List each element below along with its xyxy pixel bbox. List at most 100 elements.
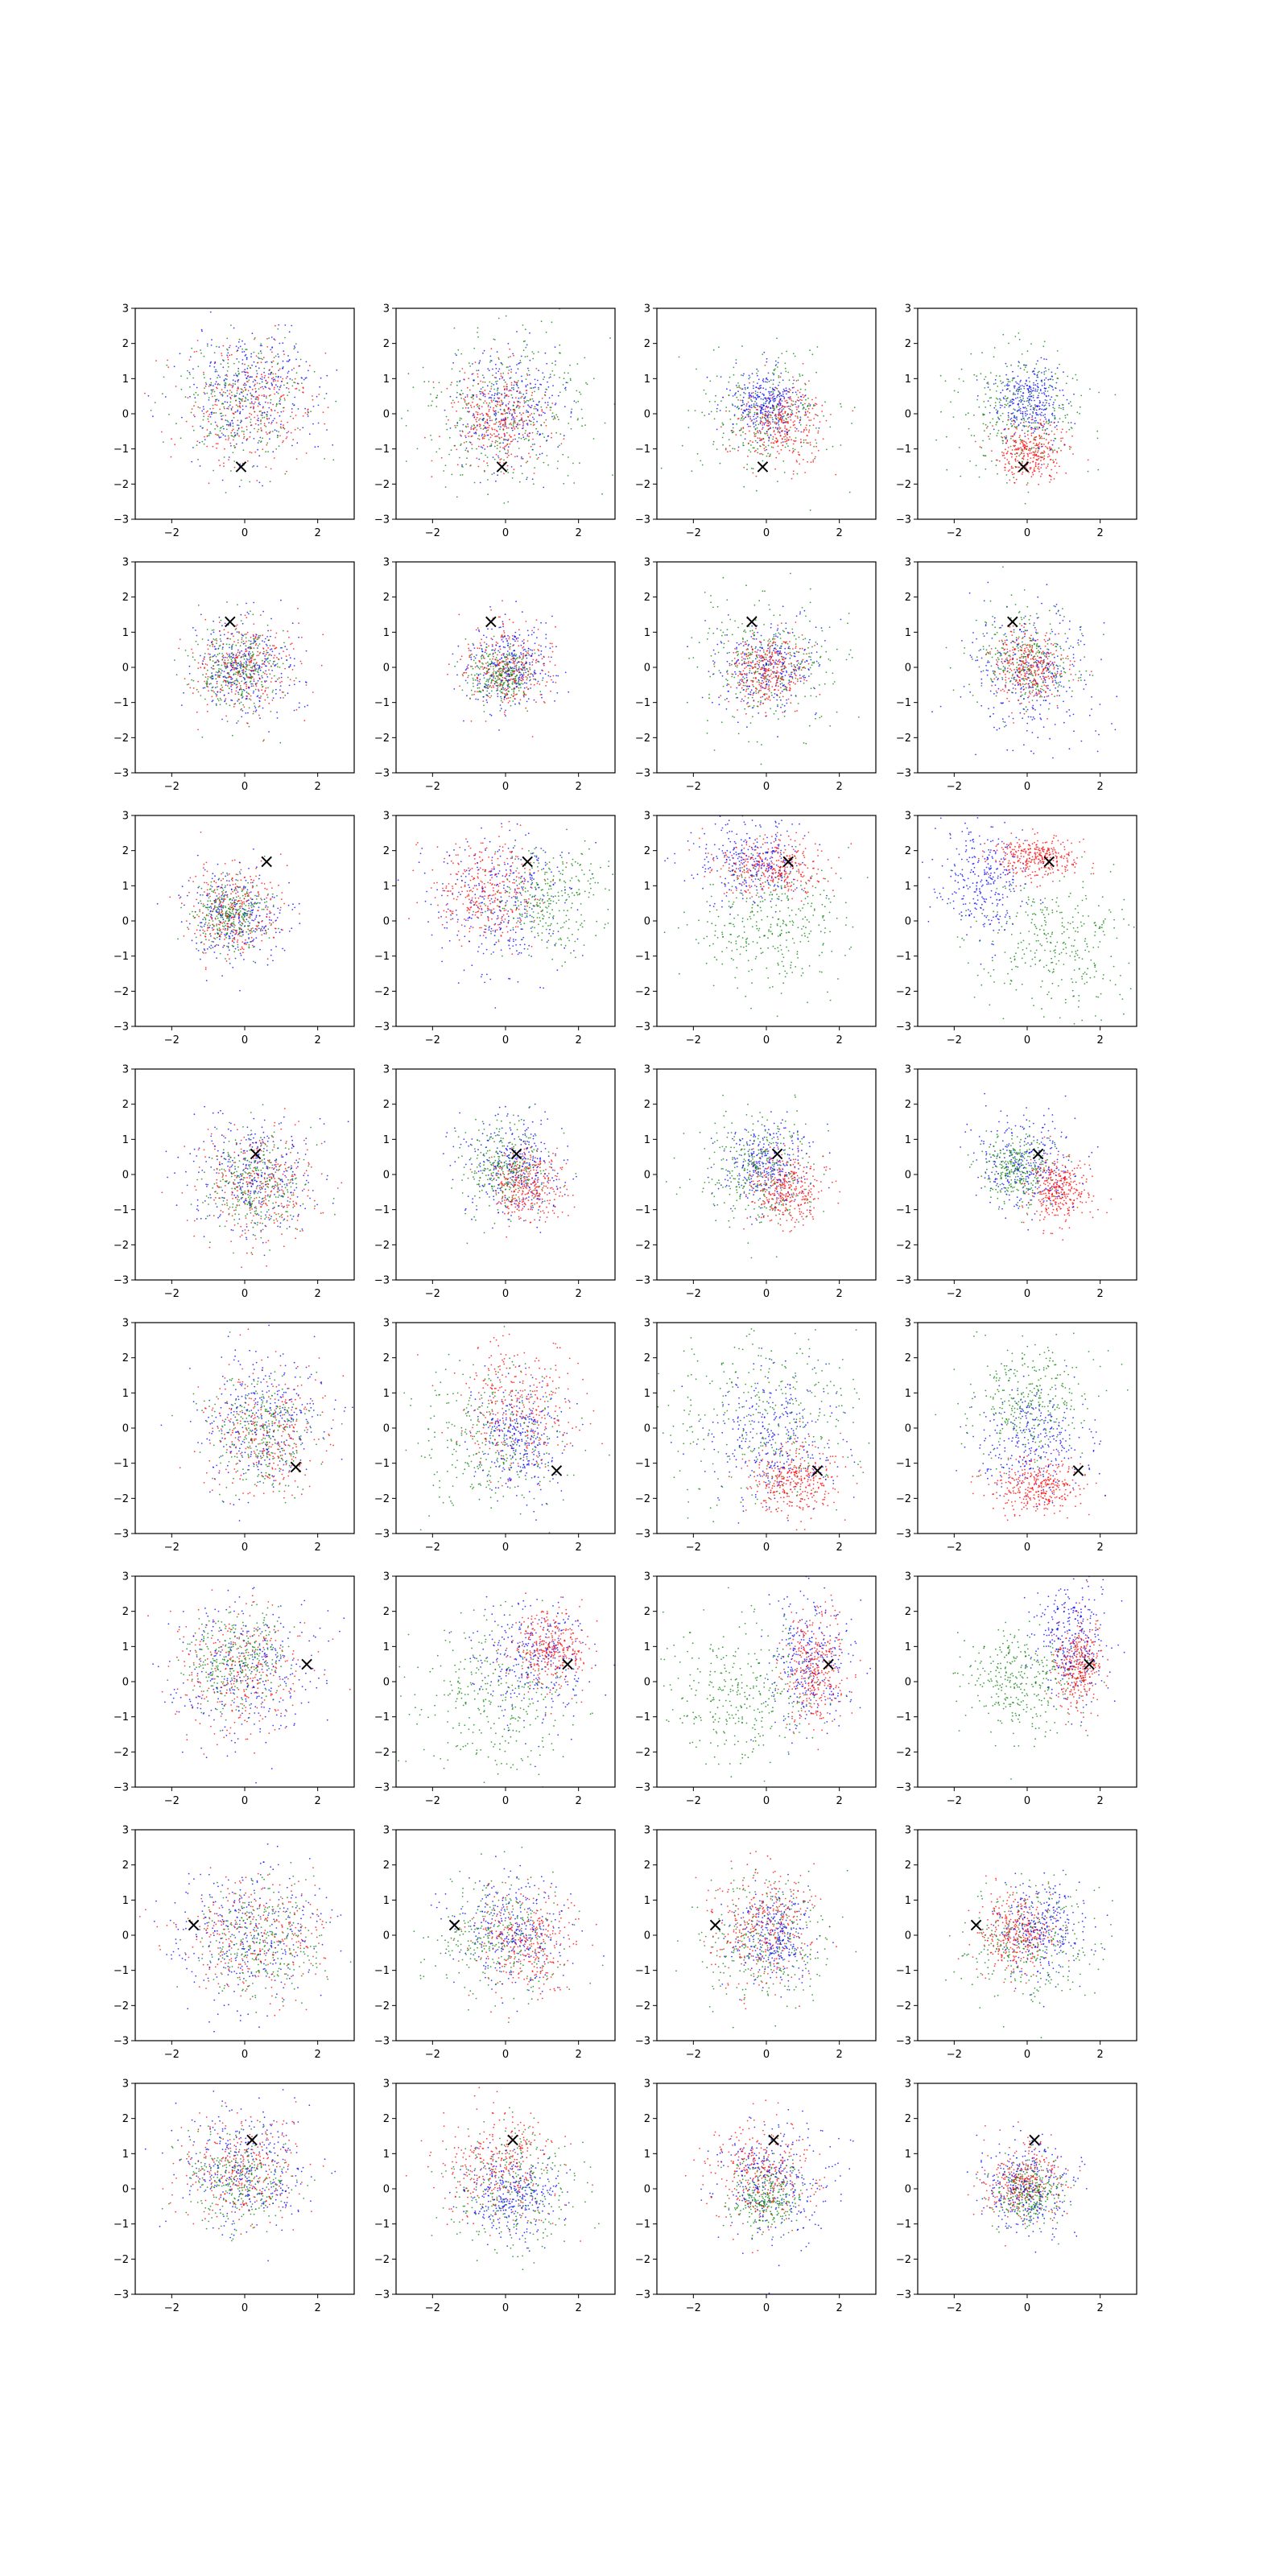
scatter-point — [782, 405, 783, 407]
scatter-point — [230, 685, 232, 687]
scatter-point — [261, 689, 263, 691]
scatter-point — [970, 435, 972, 436]
scatter-point — [510, 436, 512, 438]
scatter-point — [516, 364, 518, 365]
scatter-point — [214, 370, 217, 373]
scatter-point — [996, 421, 998, 423]
scatter-point — [271, 670, 273, 671]
scatter-point — [266, 696, 269, 699]
scatter-point — [530, 423, 532, 426]
scatter-point — [265, 687, 267, 689]
scatter-point — [225, 378, 227, 380]
scatter-point — [1057, 378, 1059, 380]
scatter-point — [256, 682, 258, 684]
scatter-point — [957, 391, 960, 394]
scatter-point — [764, 449, 766, 452]
scatter-point — [1065, 382, 1067, 385]
scatter-point — [497, 357, 500, 359]
scatter-point — [772, 421, 774, 423]
scatter-point — [542, 432, 543, 435]
scatter-point — [241, 391, 243, 394]
scatter-point — [516, 331, 518, 332]
scatter-point — [276, 712, 278, 713]
scatter-point — [267, 373, 270, 375]
scatter-point — [522, 427, 523, 430]
scatter-point — [264, 655, 266, 657]
scatter-point — [762, 427, 764, 429]
scatter-point — [815, 397, 817, 399]
scatter-point — [497, 390, 498, 392]
scatter-point — [511, 477, 514, 479]
scatter-point — [1047, 453, 1050, 456]
scatter-point — [250, 640, 252, 642]
scatter-point — [242, 696, 244, 698]
scatter-point — [305, 452, 308, 454]
scatter-point — [237, 639, 239, 641]
scatter-point — [211, 413, 213, 415]
scatter-point — [1048, 455, 1051, 457]
scatter-point — [287, 394, 289, 396]
scatter-point — [503, 410, 506, 412]
scatter-point — [238, 664, 241, 666]
scatter-point — [276, 663, 279, 665]
scatter-point — [510, 453, 513, 456]
scatter-point — [532, 422, 535, 423]
x-tick-label: −2 — [686, 527, 701, 539]
scatter-point — [543, 376, 546, 378]
scatter-point — [255, 355, 258, 357]
scatter-point — [1012, 419, 1014, 422]
scatter-point — [1037, 450, 1039, 452]
scatter-point — [279, 435, 281, 437]
scatter-point — [222, 366, 225, 369]
y-tick-label: 2 — [122, 338, 129, 350]
scatter-point — [282, 663, 284, 665]
scatter-point — [1073, 393, 1075, 395]
scatter-point — [543, 436, 545, 439]
scatter-point — [741, 404, 743, 407]
scatter-point — [1044, 399, 1046, 401]
scatter-point — [732, 448, 734, 450]
scatter-point — [274, 378, 276, 381]
scatter-point — [743, 373, 745, 375]
scatter-point — [230, 683, 233, 686]
scatter-point — [252, 692, 254, 694]
scatter-point — [502, 402, 504, 404]
scatter-point — [202, 427, 204, 429]
scatter-point — [1034, 406, 1037, 408]
scatter-point — [1001, 420, 1004, 423]
scatter-point — [221, 415, 222, 417]
scatter-point — [234, 659, 236, 662]
scatter-point — [285, 377, 287, 379]
scatter-point — [245, 645, 247, 647]
scatter-point — [229, 423, 232, 425]
scatter-point — [481, 412, 483, 415]
scatter-point — [809, 442, 811, 444]
scatter-point — [742, 442, 745, 444]
scatter-point — [1015, 478, 1018, 481]
scatter-point — [271, 700, 274, 701]
scatter-point — [492, 409, 494, 411]
scatter-point — [229, 675, 231, 678]
scatter-point — [494, 363, 497, 365]
scatter-point — [217, 691, 219, 693]
scatter-point — [1041, 379, 1042, 382]
scatter-point — [762, 428, 763, 431]
scatter-point — [482, 663, 484, 665]
scatter-point — [206, 669, 208, 671]
scatter-point — [166, 364, 168, 366]
scatter-point — [218, 436, 220, 437]
scatter-point — [830, 414, 832, 415]
scatter-point — [266, 418, 269, 420]
scatter-point — [1038, 446, 1040, 448]
scatter-point — [835, 473, 837, 476]
scatter-point — [778, 419, 781, 421]
scatter-point — [510, 409, 512, 411]
scatter-point — [215, 638, 217, 640]
scatter-point — [769, 392, 770, 394]
scatter-point — [214, 421, 217, 423]
scatter-point — [223, 456, 225, 458]
scatter-point — [260, 361, 262, 364]
scatter-point — [545, 388, 547, 390]
scatter-point — [287, 431, 290, 433]
scatter-point — [238, 485, 241, 488]
